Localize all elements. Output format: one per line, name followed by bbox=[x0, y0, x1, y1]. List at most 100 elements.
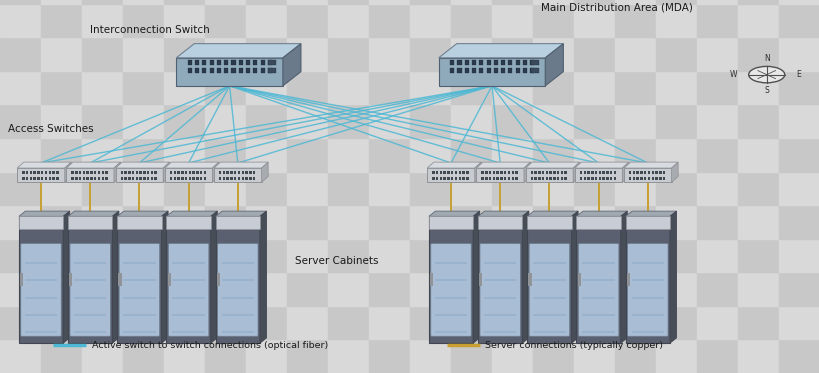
Bar bbox=[41, 272, 82, 306]
Bar bbox=[82, 104, 123, 138]
Bar bbox=[202, 60, 206, 65]
Bar bbox=[614, 172, 655, 205]
Bar bbox=[640, 172, 642, 175]
Bar bbox=[507, 172, 509, 175]
Bar bbox=[0, 239, 41, 272]
Bar bbox=[287, 239, 328, 272]
Bar bbox=[778, 104, 819, 138]
Bar bbox=[0, 0, 41, 4]
Bar bbox=[170, 172, 172, 175]
Bar bbox=[696, 71, 737, 104]
Bar bbox=[523, 60, 527, 65]
Bar bbox=[123, 138, 164, 172]
Bar bbox=[613, 177, 615, 180]
Bar bbox=[246, 37, 287, 71]
Bar bbox=[696, 339, 737, 373]
Polygon shape bbox=[212, 162, 219, 182]
Bar bbox=[82, 306, 123, 339]
Bar bbox=[56, 172, 58, 175]
Bar bbox=[154, 177, 156, 180]
Bar bbox=[483, 262, 516, 264]
Bar bbox=[500, 177, 502, 180]
Polygon shape bbox=[474, 162, 481, 182]
Bar bbox=[655, 306, 696, 339]
Bar bbox=[205, 172, 246, 205]
Bar bbox=[532, 306, 573, 339]
Bar bbox=[545, 172, 547, 175]
Bar bbox=[223, 177, 225, 180]
Polygon shape bbox=[428, 216, 473, 343]
Bar bbox=[0, 138, 41, 172]
Text: Server connections (typically copper): Server connections (typically copper) bbox=[485, 341, 663, 350]
Bar bbox=[483, 314, 516, 316]
Bar bbox=[500, 60, 505, 65]
Bar bbox=[515, 60, 519, 65]
Bar bbox=[246, 68, 250, 73]
Bar bbox=[581, 331, 614, 333]
Bar bbox=[25, 297, 57, 298]
Bar bbox=[74, 262, 106, 264]
Bar bbox=[205, 272, 246, 306]
Bar bbox=[41, 37, 82, 71]
Polygon shape bbox=[571, 211, 577, 343]
Bar bbox=[328, 306, 369, 339]
Bar bbox=[215, 216, 260, 229]
Bar bbox=[139, 177, 142, 180]
Bar bbox=[598, 177, 600, 180]
FancyBboxPatch shape bbox=[217, 244, 258, 336]
Bar bbox=[631, 262, 663, 264]
Bar bbox=[52, 172, 55, 175]
Bar bbox=[523, 68, 527, 73]
Bar bbox=[188, 68, 192, 73]
Bar bbox=[432, 177, 434, 180]
Bar bbox=[123, 306, 164, 339]
Polygon shape bbox=[438, 58, 545, 86]
Bar bbox=[457, 68, 461, 73]
Bar bbox=[253, 68, 257, 73]
Bar bbox=[205, 138, 246, 172]
Bar bbox=[86, 177, 88, 180]
FancyBboxPatch shape bbox=[119, 244, 160, 336]
Bar bbox=[205, 37, 246, 71]
Bar bbox=[216, 60, 220, 65]
Bar bbox=[478, 60, 482, 65]
Bar bbox=[369, 172, 410, 205]
Bar bbox=[181, 172, 183, 175]
Bar bbox=[124, 172, 127, 175]
Bar bbox=[164, 339, 205, 373]
Bar bbox=[287, 0, 328, 4]
Bar bbox=[287, 104, 328, 138]
Bar bbox=[549, 172, 551, 175]
Polygon shape bbox=[283, 44, 301, 86]
Bar bbox=[328, 272, 369, 306]
Bar bbox=[238, 68, 242, 73]
Bar bbox=[532, 297, 565, 298]
Bar bbox=[515, 68, 519, 73]
Bar bbox=[41, 0, 82, 4]
Bar bbox=[147, 177, 149, 180]
Bar bbox=[778, 37, 819, 71]
Bar bbox=[166, 216, 210, 229]
Bar bbox=[464, 68, 468, 73]
Bar bbox=[563, 172, 566, 175]
Bar bbox=[34, 172, 36, 175]
Bar bbox=[0, 172, 41, 205]
Polygon shape bbox=[176, 58, 283, 86]
Polygon shape bbox=[112, 211, 119, 343]
Bar bbox=[410, 71, 450, 104]
Bar bbox=[655, 37, 696, 71]
Bar bbox=[192, 177, 195, 180]
Bar bbox=[143, 177, 146, 180]
Bar bbox=[581, 297, 614, 298]
Text: N: N bbox=[762, 54, 769, 63]
Bar bbox=[488, 172, 491, 175]
Bar bbox=[268, 68, 272, 73]
Bar bbox=[177, 172, 179, 175]
FancyBboxPatch shape bbox=[528, 244, 569, 336]
Bar bbox=[450, 60, 454, 65]
Bar bbox=[221, 314, 254, 316]
Bar bbox=[0, 71, 41, 104]
Bar bbox=[636, 172, 638, 175]
Bar bbox=[90, 172, 93, 175]
Bar bbox=[655, 71, 696, 104]
